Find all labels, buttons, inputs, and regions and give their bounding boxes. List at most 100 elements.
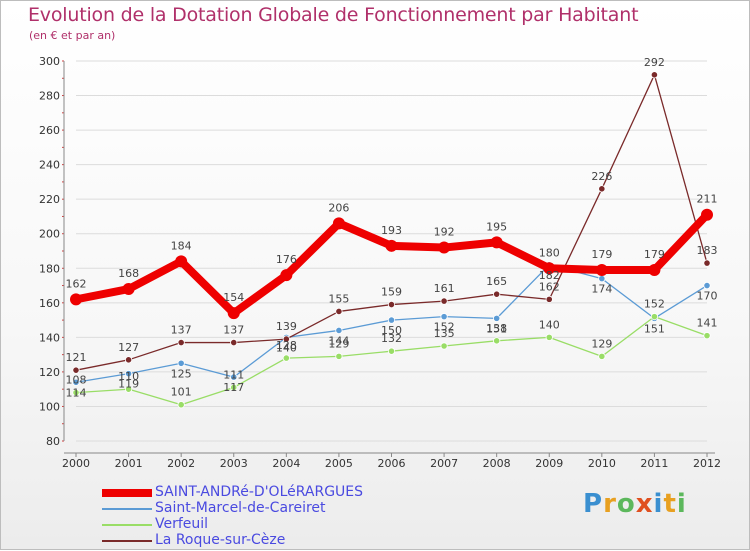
- series-2-label-2002: 101: [171, 386, 192, 399]
- y-tick-label-260: 260: [39, 124, 60, 137]
- series-3-point-2006: [387, 300, 396, 309]
- series-3-point-2011: [650, 71, 659, 79]
- series-2-label-2001: 110: [118, 370, 139, 383]
- series-1-label-2006: 150: [381, 324, 402, 337]
- series-0-label-2011: 179: [644, 248, 665, 261]
- x-tick-label-2010: 2010: [588, 457, 616, 470]
- series-0-label-2006: 193: [381, 224, 402, 237]
- series-3-label-2000: 121: [66, 351, 87, 364]
- series-1-point-2002: [177, 359, 185, 367]
- y-tick-label-100: 100: [39, 400, 60, 413]
- series-0-point-2000: [70, 293, 82, 306]
- series-2-point-2001: [124, 385, 133, 393]
- series-0-point-2005: [332, 217, 345, 230]
- proxiti-logo: Proxiti: [583, 489, 687, 519]
- series-1-label-2000: 114: [66, 386, 87, 399]
- series-0-point-2009: [543, 262, 556, 275]
- series-2-label-2009: 140: [539, 318, 560, 331]
- x-tick-label-2001: 2001: [115, 457, 143, 470]
- series-3-label-2010: 226: [591, 170, 612, 183]
- series-0-point-2001: [122, 283, 135, 295]
- y-tick-label-240: 240: [39, 159, 60, 172]
- series-2-point-2009: [545, 333, 553, 341]
- series-3-label-2002: 137: [171, 324, 192, 337]
- series-1-point-2012: [703, 281, 711, 290]
- series-3-point-2008: [493, 290, 501, 298]
- series-3-point-2005: [335, 307, 343, 316]
- series-0-label-2010: 179: [591, 248, 612, 261]
- series-3-point-2010: [598, 185, 606, 193]
- series-1-point-2005: [335, 326, 343, 335]
- series-2-point-2002: [177, 401, 185, 409]
- y-tick-label-220: 220: [39, 193, 60, 206]
- series-1-point-2010: [598, 275, 606, 283]
- y-tick-label-180: 180: [39, 262, 60, 275]
- series-1-label-2010: 174: [591, 283, 612, 296]
- series-3-label-2012: 183: [697, 244, 718, 257]
- series-2-point-2010: [598, 352, 606, 360]
- chart-title: Evolution de la Dotation Globale de Fonc…: [28, 4, 639, 26]
- series-1-label-2001: 119: [118, 378, 139, 391]
- series-1-point-2000: [72, 378, 80, 386]
- series-0-label-2002: 184: [171, 239, 192, 252]
- legend-label-verfeuil: Verfeuil: [155, 516, 209, 532]
- series-0-point-2010: [595, 264, 608, 276]
- y-tick-label-140: 140: [39, 331, 60, 344]
- series-0-point-2011: [648, 264, 661, 276]
- series-3-label-2008: 165: [486, 275, 507, 288]
- series-2-label-2006: 132: [381, 332, 402, 345]
- x-tick-label-2008: 2008: [483, 457, 511, 470]
- series-2-point-2011: [650, 313, 659, 321]
- y-tick-label-280: 280: [39, 90, 60, 103]
- legend-item-verfeuil: Verfeuil: [102, 516, 402, 532]
- series-3-label-2011: 292: [644, 56, 665, 69]
- series-0-label-2004: 176: [276, 253, 297, 266]
- y-tick-label-160: 160: [39, 297, 60, 310]
- x-tick-label-2004: 2004: [272, 457, 300, 470]
- series-0-point-2012: [701, 208, 713, 221]
- series-2-point-2004: [282, 354, 290, 362]
- series-2-point-2012: [703, 332, 711, 340]
- series-2-label-2007: 135: [434, 327, 455, 340]
- y-tick-label-80: 80: [46, 435, 60, 448]
- series-1-point-2006: [387, 316, 396, 324]
- series-3-label-2003: 137: [223, 324, 244, 337]
- series-3-label-2004: 139: [276, 320, 297, 333]
- series-3-label-2006: 159: [381, 286, 402, 299]
- series-3-point-2000: [72, 366, 80, 374]
- legend-item-saint-andre: SAINT-ANDRé-D'OLéRARGUES: [102, 484, 402, 500]
- y-tick-label-200: 200: [39, 228, 60, 241]
- series-1-label-2003: 117: [223, 381, 244, 394]
- series-2-point-2007: [440, 342, 448, 350]
- series-0-point-2007: [438, 241, 451, 254]
- x-tick-label-2002: 2002: [167, 457, 195, 470]
- legend-swatch-saint-andre: [102, 489, 152, 497]
- series-3-label-2007: 161: [434, 282, 455, 295]
- series-3-point-2009: [545, 295, 553, 303]
- series-0-label-2008: 195: [486, 220, 507, 233]
- series-0-label-2001: 168: [118, 267, 139, 280]
- legend-label-saint-marcel: Saint-Marcel-de-Careiret: [155, 500, 326, 516]
- series-1-point-2001: [124, 370, 133, 378]
- series-2-label-2011: 152: [644, 298, 665, 311]
- series-2-point-2000: [72, 389, 80, 397]
- series-2-point-2006: [387, 347, 396, 355]
- series-1-label-2012: 170: [697, 290, 718, 303]
- series-1-label-2011: 151: [644, 322, 665, 335]
- series-3-label-2001: 127: [118, 341, 139, 354]
- series-2-point-2005: [335, 352, 343, 360]
- series-0-point-2006: [385, 239, 398, 252]
- series-0-point-2004: [280, 269, 293, 282]
- series-3-label-2005: 155: [328, 292, 349, 305]
- series-0-label-2005: 206: [328, 201, 349, 214]
- series-2-label-2010: 129: [591, 337, 612, 350]
- y-tick-label-300: 300: [39, 55, 60, 68]
- series-1-label-2007: 152: [434, 321, 455, 334]
- series-3-point-2007: [440, 297, 448, 305]
- series-0-label-2003: 154: [223, 291, 244, 304]
- x-tick-label-2011: 2011: [640, 457, 668, 470]
- x-tick-label-2007: 2007: [430, 457, 458, 470]
- series-2-label-2005: 129: [328, 337, 349, 350]
- x-tick-label-2005: 2005: [325, 457, 353, 470]
